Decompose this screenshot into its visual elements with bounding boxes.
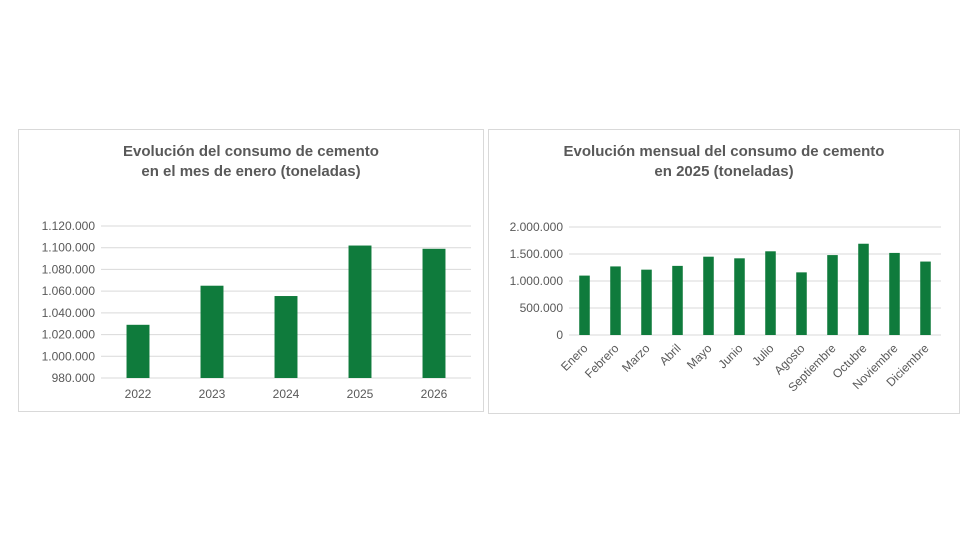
y-tick-label: 0 [556, 328, 563, 342]
x-tick-label: Mayo [684, 341, 715, 372]
chart-title-line-2: en 2025 (toneladas) [654, 163, 794, 180]
bar [920, 261, 931, 335]
bar [765, 251, 776, 335]
bar [274, 296, 298, 378]
x-tick-label: Julio [749, 341, 777, 369]
chart-title-mensual: Evolución mensual del consumo de cemento… [489, 142, 959, 182]
y-tick-label: 1.080.000 [42, 262, 96, 276]
bar [422, 248, 446, 378]
chart-title-line-1: Evolución del consumo de cemento [123, 143, 379, 160]
y-tick-label: 1.000.000 [510, 274, 564, 288]
x-tick-label: 2025 [347, 387, 374, 401]
chart-title-line-2: en el mes de enero (toneladas) [141, 163, 361, 180]
x-tick-label: Febrero [582, 341, 622, 381]
x-tick-label: 2022 [125, 387, 152, 401]
bar [889, 252, 900, 335]
chart-title-line-1: Evolución mensual del consumo de cemento [563, 143, 885, 160]
x-tick-label: 2024 [273, 387, 300, 401]
bar [734, 258, 745, 335]
bar [703, 256, 714, 335]
bar [610, 266, 621, 335]
x-tick-label: Junio [715, 341, 745, 371]
y-tick-label: 1.000.000 [42, 349, 96, 363]
bar [827, 255, 838, 335]
y-tick-label: 1.500.000 [510, 247, 564, 261]
bar [796, 272, 807, 335]
x-tick-label: 2023 [199, 387, 226, 401]
x-tick-label: Abril [657, 341, 684, 368]
bar [579, 275, 590, 335]
bar [672, 265, 683, 335]
bar [126, 324, 150, 378]
y-tick-label: 1.040.000 [42, 306, 96, 320]
bar [200, 285, 224, 378]
y-tick-label: 980.000 [52, 371, 96, 385]
y-tick-label: 2.000.000 [510, 220, 564, 234]
bar-chart-mensual: 0500.0001.000.0001.500.0002.000.000Enero… [510, 220, 941, 395]
chart-title-enero: Evolución del consumo de cemento en el m… [19, 142, 483, 182]
x-tick-label: Marzo [619, 341, 653, 375]
x-tick-label: 2026 [421, 387, 448, 401]
bar-chart-enero: 980.000 1.000.000 1.020.000 1.040.000 1.060.… [42, 219, 471, 401]
y-tick-label: 1.120.000 [42, 219, 96, 233]
y-tick-label: 500.000 [520, 301, 564, 315]
chart-panel-mensual: Evolución mensual del consumo de cemento… [488, 129, 960, 414]
bar [858, 243, 869, 335]
y-tick-label: 1.060.000 [42, 284, 96, 298]
bar [348, 245, 372, 378]
y-tick-label: 1.020.000 [42, 328, 96, 342]
y-tick-label: 1.100.000 [42, 241, 96, 255]
chart-panel-enero: Evolución del consumo de cemento en el m… [18, 129, 484, 412]
bar [641, 269, 652, 335]
